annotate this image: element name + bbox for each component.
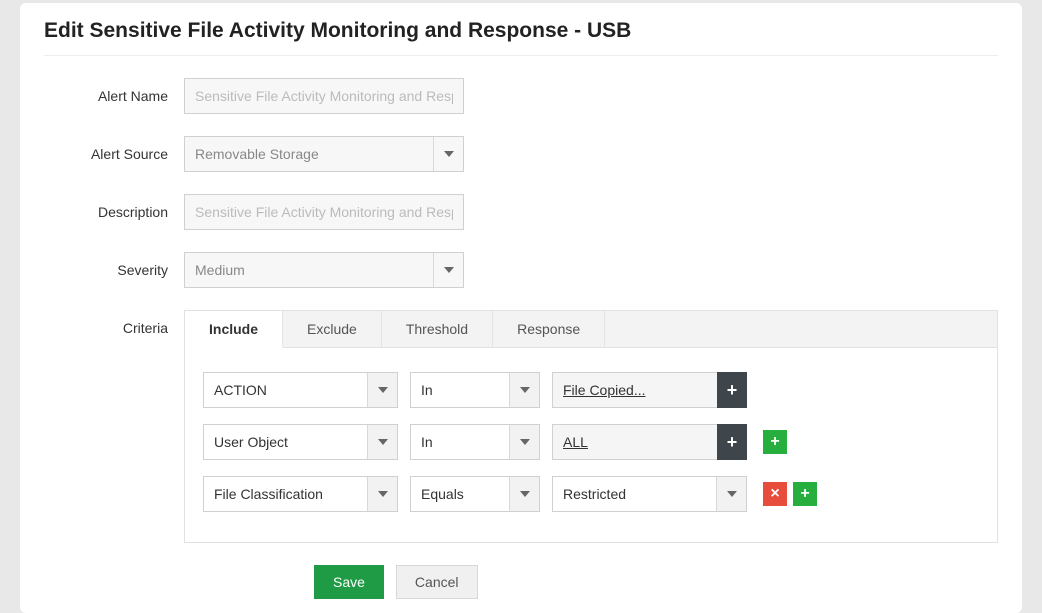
criteria-operator-select[interactable]: In: [410, 372, 540, 408]
tab-include[interactable]: Include: [185, 311, 283, 348]
remove-row-button[interactable]: ×: [763, 482, 787, 506]
criteria-value-display[interactable]: File Copied...: [552, 372, 717, 408]
add-value-button[interactable]: +: [717, 424, 747, 460]
severity-value: Medium: [185, 262, 433, 278]
criteria-value-multi: File Copied... +: [552, 372, 747, 408]
add-row-button[interactable]: +: [763, 430, 787, 454]
criteria-value: Restricted: [553, 486, 716, 502]
criteria-operator-value: In: [411, 434, 509, 450]
criteria-field-select[interactable]: ACTION: [203, 372, 398, 408]
criteria-field-select[interactable]: User Object: [203, 424, 398, 460]
edit-alert-panel: Edit Sensitive File Activity Monitoring …: [20, 3, 1022, 613]
criteria-row: User Object In ALL + +: [203, 424, 979, 460]
tab-response[interactable]: Response: [493, 311, 605, 347]
chevron-down-icon: [509, 373, 539, 407]
chevron-down-icon: [367, 425, 397, 459]
chevron-down-icon: [367, 373, 397, 407]
save-button[interactable]: Save: [314, 565, 384, 599]
row-alert-name: Alert Name: [44, 78, 998, 114]
label-description: Description: [44, 204, 184, 220]
criteria-value-multi: ALL +: [552, 424, 747, 460]
row-description: Description: [44, 194, 998, 230]
criteria-row: ACTION In File Copied... +: [203, 372, 979, 408]
add-value-button[interactable]: +: [717, 372, 747, 408]
criteria-field-value: User Object: [204, 434, 367, 450]
tab-bar: Include Exclude Threshold Response: [184, 310, 998, 348]
criteria-operator-value: Equals: [411, 486, 509, 502]
chevron-down-icon: [509, 425, 539, 459]
criteria-value-select[interactable]: Restricted: [552, 476, 747, 512]
tab-threshold[interactable]: Threshold: [382, 311, 493, 347]
label-severity: Severity: [44, 262, 184, 278]
criteria-tabs: Include Exclude Threshold Response ACTIO…: [184, 310, 998, 543]
criteria-operator-select[interactable]: In: [410, 424, 540, 460]
alert-source-value: Removable Storage: [185, 146, 433, 162]
label-criteria: Criteria: [44, 310, 184, 336]
criteria-operator-select[interactable]: Equals: [410, 476, 540, 512]
criteria-field-select[interactable]: File Classification: [203, 476, 398, 512]
add-row-button[interactable]: +: [793, 482, 817, 506]
chevron-down-icon: [433, 137, 463, 171]
criteria-field-value: File Classification: [204, 486, 367, 502]
criteria-field-value: ACTION: [204, 382, 367, 398]
alert-source-select[interactable]: Removable Storage: [184, 136, 464, 172]
criteria-operator-value: In: [411, 382, 509, 398]
label-alert-source: Alert Source: [44, 146, 184, 162]
tab-body-include: ACTION In File Copied... + User Object: [184, 348, 998, 543]
severity-select[interactable]: Medium: [184, 252, 464, 288]
alert-name-input[interactable]: [184, 78, 464, 114]
criteria-value-display[interactable]: ALL: [552, 424, 717, 460]
label-alert-name: Alert Name: [44, 88, 184, 104]
footer-actions: Save Cancel: [314, 565, 998, 599]
criteria-row: File Classification Equals Restricted × …: [203, 476, 979, 512]
cancel-button[interactable]: Cancel: [396, 565, 478, 599]
tab-exclude[interactable]: Exclude: [283, 311, 382, 347]
chevron-down-icon: [509, 477, 539, 511]
chevron-down-icon: [433, 253, 463, 287]
panel-title: Edit Sensitive File Activity Monitoring …: [44, 19, 998, 56]
chevron-down-icon: [716, 477, 746, 511]
row-severity: Severity Medium: [44, 252, 998, 288]
chevron-down-icon: [367, 477, 397, 511]
row-alert-source: Alert Source Removable Storage: [44, 136, 998, 172]
row-criteria: Criteria Include Exclude Threshold Respo…: [44, 310, 998, 543]
description-input[interactable]: [184, 194, 464, 230]
